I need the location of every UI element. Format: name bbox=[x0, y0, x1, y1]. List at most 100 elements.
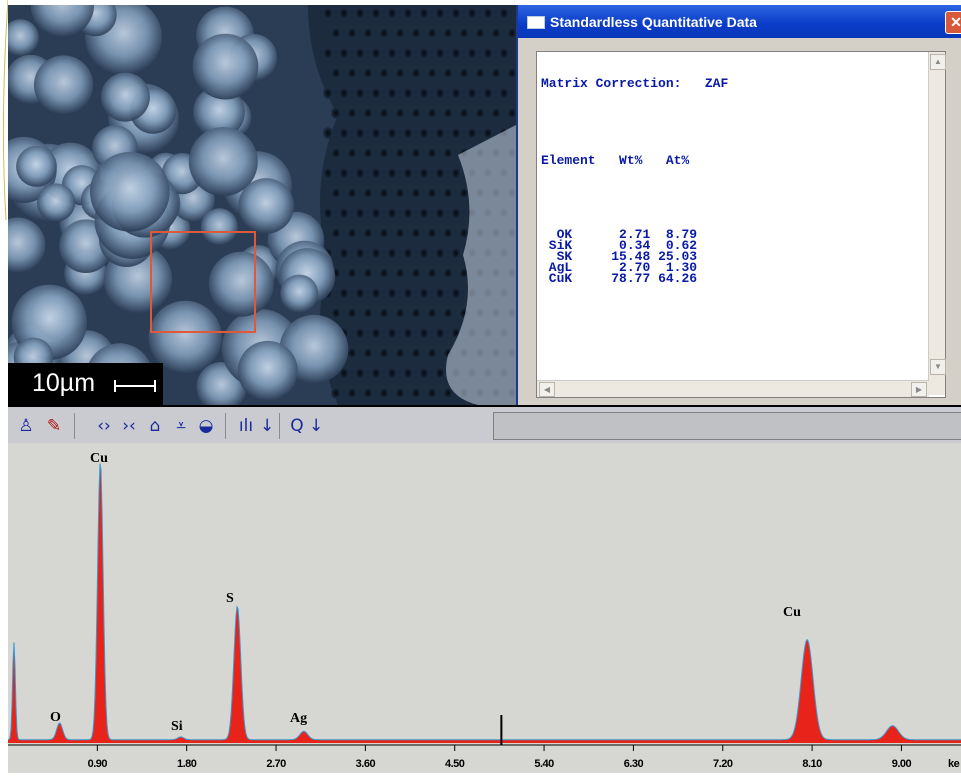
peak-label-si: Si bbox=[171, 719, 183, 734]
pore bbox=[411, 267, 421, 279]
pore bbox=[371, 47, 381, 59]
nodule bbox=[208, 251, 274, 317]
arrow-down-icon[interactable]: ↓ bbox=[309, 416, 324, 436]
spectrum-toolbar: ♙ ✎ ‹› ›‹ ⌂ ⩡ ◒ ılı ↓ Q ↓ bbox=[8, 405, 961, 446]
pore bbox=[395, 307, 405, 319]
person-icon[interactable]: ♙ bbox=[18, 416, 34, 436]
pore bbox=[363, 187, 373, 199]
pore bbox=[467, 47, 477, 59]
pore bbox=[403, 7, 413, 19]
pore bbox=[347, 387, 357, 399]
result-wt: 15.48 bbox=[580, 249, 651, 264]
pore bbox=[363, 267, 373, 279]
pore bbox=[451, 247, 461, 259]
eds-spectrum[interactable]: Cu S O Si Ag Cu 0.90 1.80 2.70 3.60 4.50 5.40… bbox=[7, 443, 961, 773]
x-tick-label: 1.80 bbox=[176, 758, 197, 770]
nodule bbox=[148, 300, 222, 374]
zoom-icon[interactable]: Q bbox=[290, 416, 304, 436]
pore bbox=[347, 147, 357, 159]
pore bbox=[443, 107, 453, 119]
scroll-down-button[interactable]: ▼ bbox=[930, 359, 946, 375]
pore bbox=[451, 287, 461, 299]
quant-text-area[interactable]: Matrix Correction: ZAF Element Wt% At% O… bbox=[536, 51, 946, 398]
pore bbox=[499, 87, 509, 99]
pore bbox=[371, 287, 381, 299]
result-element: SiK bbox=[541, 238, 573, 253]
pore bbox=[419, 87, 429, 99]
pore bbox=[371, 247, 381, 259]
left-margin bbox=[0, 0, 9, 773]
scroll-right-button[interactable]: ▶ bbox=[911, 382, 927, 397]
pore bbox=[347, 27, 357, 39]
pore bbox=[379, 147, 389, 159]
pore bbox=[451, 47, 461, 59]
result-wt: 2.71 bbox=[580, 227, 651, 242]
pore bbox=[395, 387, 405, 399]
pore bbox=[379, 267, 389, 279]
pore bbox=[411, 307, 421, 319]
horizontal-scrollbar[interactable]: ◀ ▶ bbox=[537, 380, 929, 397]
pore bbox=[331, 147, 341, 159]
scroll-up-button[interactable]: ▲ bbox=[930, 54, 946, 70]
vertical-scrollbar[interactable]: ▲ ▼ bbox=[928, 52, 946, 395]
pore bbox=[419, 7, 429, 19]
pore bbox=[355, 367, 365, 379]
pore bbox=[411, 347, 421, 359]
x-tick-label: 4.50 bbox=[445, 758, 465, 770]
pore bbox=[379, 67, 389, 79]
erase-icon[interactable]: ◒ bbox=[198, 416, 214, 436]
pore bbox=[459, 27, 469, 39]
pore bbox=[355, 127, 365, 139]
pore bbox=[475, 107, 485, 119]
pore bbox=[403, 167, 413, 179]
scale-bar-box: 10µm bbox=[8, 363, 163, 405]
pore bbox=[483, 47, 493, 59]
x-axis-unit: ke bbox=[948, 758, 960, 770]
pore bbox=[371, 87, 381, 99]
pore bbox=[339, 287, 349, 299]
peak-label-cu-k: Cu bbox=[783, 605, 801, 620]
pore bbox=[347, 107, 357, 119]
pore bbox=[411, 27, 421, 39]
nodule bbox=[237, 340, 298, 401]
peak-label-icon[interactable]: ılı bbox=[238, 416, 254, 436]
pore bbox=[451, 207, 461, 219]
pore bbox=[435, 247, 445, 259]
pore bbox=[451, 167, 461, 179]
pore bbox=[419, 367, 429, 379]
pore bbox=[395, 147, 405, 159]
pore bbox=[395, 347, 405, 359]
peak-label-cu: Cu bbox=[90, 451, 108, 466]
window-title-bar[interactable]: Standardless Quantitative Data ✕ bbox=[518, 5, 961, 38]
expand-icon[interactable]: ‹› bbox=[97, 416, 111, 436]
pore bbox=[339, 7, 349, 19]
pore bbox=[371, 127, 381, 139]
x-tick-label: 3.60 bbox=[355, 758, 376, 770]
peak-down-icon[interactable]: ⩡ bbox=[176, 416, 186, 436]
pore bbox=[435, 367, 445, 379]
peak-up-icon[interactable]: ⌂ bbox=[149, 416, 161, 436]
brush-icon[interactable]: ✎ bbox=[46, 416, 62, 436]
result-row: AgL 2.70 1.30 bbox=[541, 260, 728, 275]
region-of-interest-box[interactable] bbox=[150, 231, 256, 333]
pore bbox=[387, 87, 397, 99]
pore bbox=[323, 127, 333, 139]
close-button[interactable]: ✕ bbox=[945, 11, 961, 34]
pore bbox=[403, 287, 413, 299]
x-tick-label: 9.00 bbox=[891, 758, 912, 770]
pore bbox=[419, 327, 429, 339]
nodule bbox=[200, 208, 238, 246]
pore bbox=[459, 67, 469, 79]
pore bbox=[339, 207, 349, 219]
pore bbox=[347, 187, 357, 199]
pore bbox=[395, 227, 405, 239]
contract-icon[interactable]: ›‹ bbox=[122, 416, 136, 436]
pore bbox=[331, 107, 341, 119]
pore bbox=[379, 107, 389, 119]
scroll-left-button[interactable]: ◀ bbox=[539, 382, 555, 397]
arrow-down-icon[interactable]: ↓ bbox=[260, 416, 275, 436]
quant-data-window[interactable]: Standardless Quantitative Data ✕ Matrix … bbox=[516, 5, 961, 405]
result-row: CuK 78.77 64.26 bbox=[541, 272, 728, 285]
pore bbox=[435, 47, 445, 59]
result-element: AgL bbox=[541, 260, 573, 275]
